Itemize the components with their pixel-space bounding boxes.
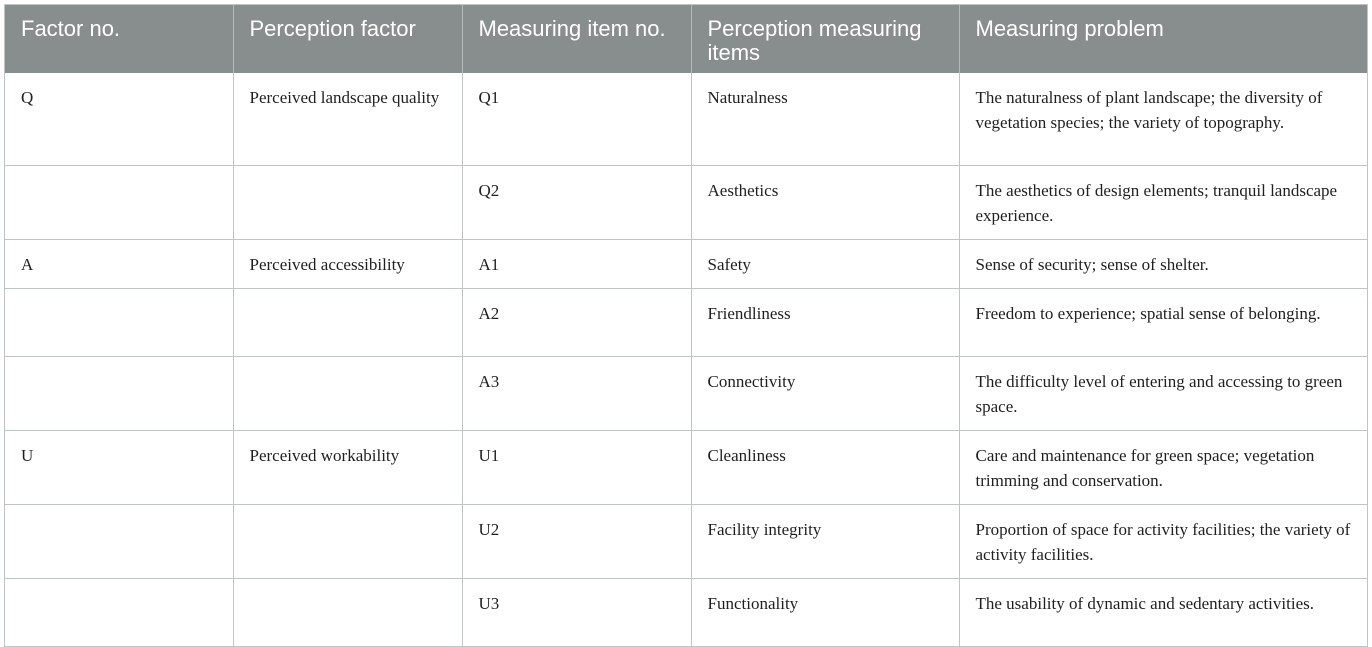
cell-perception-measuring-item: Facility integrity (690, 503, 959, 578)
cell-perception-factor (232, 355, 462, 430)
cell-perception-factor (232, 577, 462, 646)
cell-measuring-problem: The naturalness of plant landscape; the … (958, 73, 1367, 165)
measurement-table: Factor no. Perception factor Measuring i… (5, 5, 1367, 646)
table-row: U2 Facility integrity Proportion of spac… (5, 503, 1367, 578)
cell-measuring-item-no: A3 (461, 355, 691, 430)
cell-perception-factor (232, 503, 462, 578)
cell-perception-measuring-item: Friendliness (690, 287, 959, 356)
header-perception-factor: Perception factor (232, 5, 462, 73)
cell-measuring-item-no: Q1 (461, 73, 691, 165)
cell-measuring-problem: Sense of security; sense of shelter. (958, 238, 1367, 288)
table-row: A2 Friendliness Freedom to experience; s… (5, 287, 1367, 356)
cell-measuring-item-no: U1 (461, 429, 691, 504)
cell-factor-no (5, 164, 233, 239)
table-row: Q2 Aesthetics The aesthetics of design e… (5, 164, 1367, 239)
cell-measuring-problem: Freedom to experience; spatial sense of … (958, 287, 1367, 356)
table-row: Q Perceived landscape quality Q1 Natural… (5, 73, 1367, 165)
measurement-table-container: Factor no. Perception factor Measuring i… (4, 4, 1368, 647)
header-measuring-problem: Measuring problem (958, 5, 1367, 73)
cell-factor-no (5, 287, 233, 356)
cell-factor-no (5, 577, 233, 646)
cell-perception-factor: Perceived accessibility (232, 238, 462, 288)
cell-measuring-item-no: U3 (461, 577, 691, 646)
cell-measuring-item-no: A2 (461, 287, 691, 356)
table-row: U3 Functionality The usability of dynami… (5, 577, 1367, 646)
cell-measuring-problem: Care and maintenance for green space; ve… (958, 429, 1367, 504)
cell-perception-factor: Perceived workability (232, 429, 462, 504)
cell-measuring-item-no: A1 (461, 238, 691, 288)
cell-measuring-problem: The difficulty level of entering and acc… (958, 355, 1367, 430)
cell-perception-measuring-item: Functionality (690, 577, 959, 646)
cell-measuring-item-no: U2 (461, 503, 691, 578)
cell-perception-measuring-item: Connectivity (690, 355, 959, 430)
cell-measuring-problem: Proportion of space for activity facilit… (958, 503, 1367, 578)
cell-perception-measuring-item: Safety (690, 238, 959, 288)
cell-factor-no: A (5, 238, 233, 288)
cell-perception-measuring-item: Cleanliness (690, 429, 959, 504)
cell-factor-no (5, 503, 233, 578)
header-measuring-item-no: Measuring item no. (461, 5, 691, 73)
cell-factor-no (5, 355, 233, 430)
table-row: A Perceived accessibility A1 Safety Sens… (5, 238, 1367, 288)
cell-perception-factor (232, 287, 462, 356)
header-perception-measuring-items: Perception measuring items (690, 5, 959, 73)
cell-perception-measuring-item: Aesthetics (690, 164, 959, 239)
cell-perception-measuring-item: Naturalness (690, 73, 959, 165)
header-row: Factor no. Perception factor Measuring i… (5, 5, 1367, 73)
cell-measuring-problem: The aesthetics of design elements; tranq… (958, 164, 1367, 239)
table-header: Factor no. Perception factor Measuring i… (5, 5, 1367, 73)
cell-perception-factor (232, 164, 462, 239)
cell-measuring-problem: The usability of dynamic and sedentary a… (958, 577, 1367, 646)
cell-perception-factor: Perceived landscape quality (232, 73, 462, 165)
cell-factor-no: Q (21, 88, 34, 107)
table-row: A3 Connectivity The difficulty level of … (5, 355, 1367, 430)
header-factor-no: Factor no. (5, 5, 233, 73)
table-row: U Perceived workability U1 Cleanliness C… (5, 429, 1367, 504)
cell-factor-no: U (5, 429, 233, 504)
cell-measuring-item-no: Q2 (461, 164, 691, 239)
table-body: Q Perceived landscape quality Q1 Natural… (5, 73, 1367, 646)
